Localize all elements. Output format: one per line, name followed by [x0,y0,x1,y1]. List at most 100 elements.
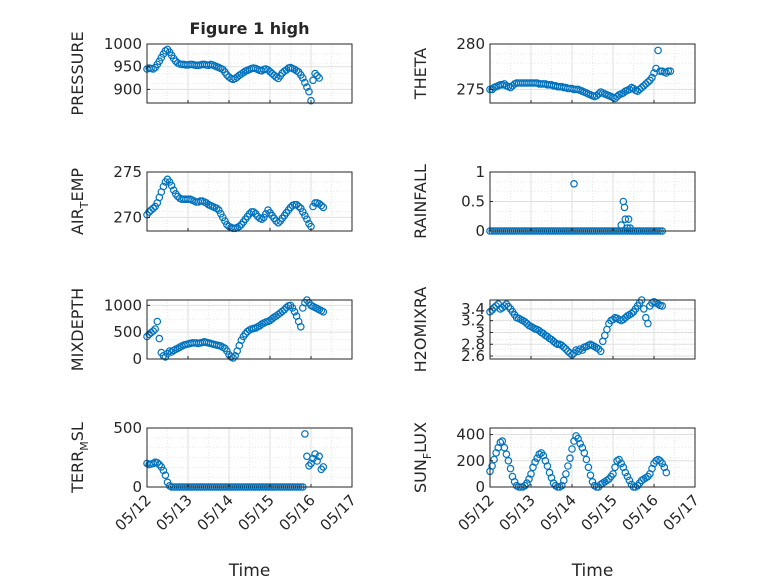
data-point [311,69,319,78]
data-point [288,304,297,312]
axes-box [489,427,696,488]
y-tick-label: 1000 [104,296,142,314]
subplot-mixdepth: 0 500 1000 MIXDEPTH [68,288,353,371]
data-point [239,68,248,77]
data-point [568,445,576,453]
subplot-h2omixra: 2.62.833.23.4 H2OMIXRA [411,287,696,373]
data-point [639,305,648,313]
data-point [533,454,541,463]
y-tick-label: 900 [113,80,142,98]
x-tick-label: 05/15 [235,491,278,534]
data-point [155,334,164,343]
y-tick-label: 280 [456,35,485,53]
data-point [159,466,168,475]
data-point [654,46,662,55]
y-tick-label: 3.2 [461,312,485,330]
data-point [294,202,303,211]
x-tick-label: 05/17 [660,491,703,534]
data-point [553,340,562,349]
y-tick-label: 1000 [104,35,142,53]
data-point [502,300,511,308]
data-point [149,65,158,73]
data-point [298,208,307,216]
x-tick-label: 05/15 [578,491,621,534]
data-point [290,307,299,316]
data-point [305,87,313,96]
data-point [296,322,305,331]
data-point [506,83,515,92]
y-axis-label: THETA [411,48,430,100]
data-point [500,302,509,310]
data-point [155,460,164,469]
data-point [301,430,309,438]
data-point [662,69,671,77]
data-point [574,347,582,356]
axes-box [146,427,353,488]
data-point [562,470,570,478]
major-grid [490,172,695,231]
x-tick-label: 05/16 [619,491,662,534]
x-tick-label: 05/12 [112,491,155,534]
data-point [637,83,646,92]
data-point [490,455,498,464]
data-point [594,345,603,353]
data-point [149,327,158,335]
data-point [588,477,597,486]
major-grid [187,428,312,487]
axes-box [489,43,696,104]
data-point [617,459,626,468]
data-point [510,477,519,486]
data-point [237,336,246,345]
data-point [303,83,311,91]
data-point [576,439,585,448]
data-point [151,325,160,333]
data-point [566,454,574,463]
data-point [313,457,321,465]
y-tick-label: 270 [113,208,142,226]
data-point [309,454,317,463]
data-point [644,319,652,328]
data-point [502,450,511,459]
data-point [315,452,324,461]
y-axis-label: SUNFLUX [411,422,434,493]
data-point [278,307,287,316]
y-tick-label: 2.8 [461,335,485,353]
data-point [504,302,513,311]
data-point [564,462,572,470]
data-point [644,78,652,86]
data-point [223,347,231,355]
data-point [149,204,158,213]
data-point [586,471,595,480]
data-point [315,74,324,82]
y-axis-label: AIRTEMP [68,168,91,235]
subplot-pressure: 900 950 1000 PRESSURE Figure 1 high [68,19,353,116]
data-point [249,208,258,216]
data-point [615,455,623,464]
series-markers [143,45,324,105]
data-point [319,463,328,471]
x-tick-label: 05/13 [496,491,539,534]
data-point [488,306,496,314]
data-point [596,347,605,356]
y-tick-label: 950 [113,58,142,76]
y-tick-label: 0 [132,478,142,496]
data-point [624,215,633,224]
y-axis-label: TERRMSL [68,422,91,494]
data-point [301,78,309,87]
y-tick-label: 3 [475,323,485,341]
y-tick-label: 400 [456,426,485,444]
y-tick-label: 0 [475,222,485,240]
x-tick-label: 05/17 [317,491,360,534]
axes-box [146,171,353,232]
data-point [317,201,326,210]
y-tick-label: 3.4 [461,300,485,318]
data-point [298,74,307,82]
data-point [257,215,266,224]
data-point [272,217,280,225]
data-point [498,437,507,445]
data-point [506,464,515,473]
data-point [212,204,221,213]
data-point [611,94,619,103]
y-axis-label: H2OMIXRA [411,287,430,373]
